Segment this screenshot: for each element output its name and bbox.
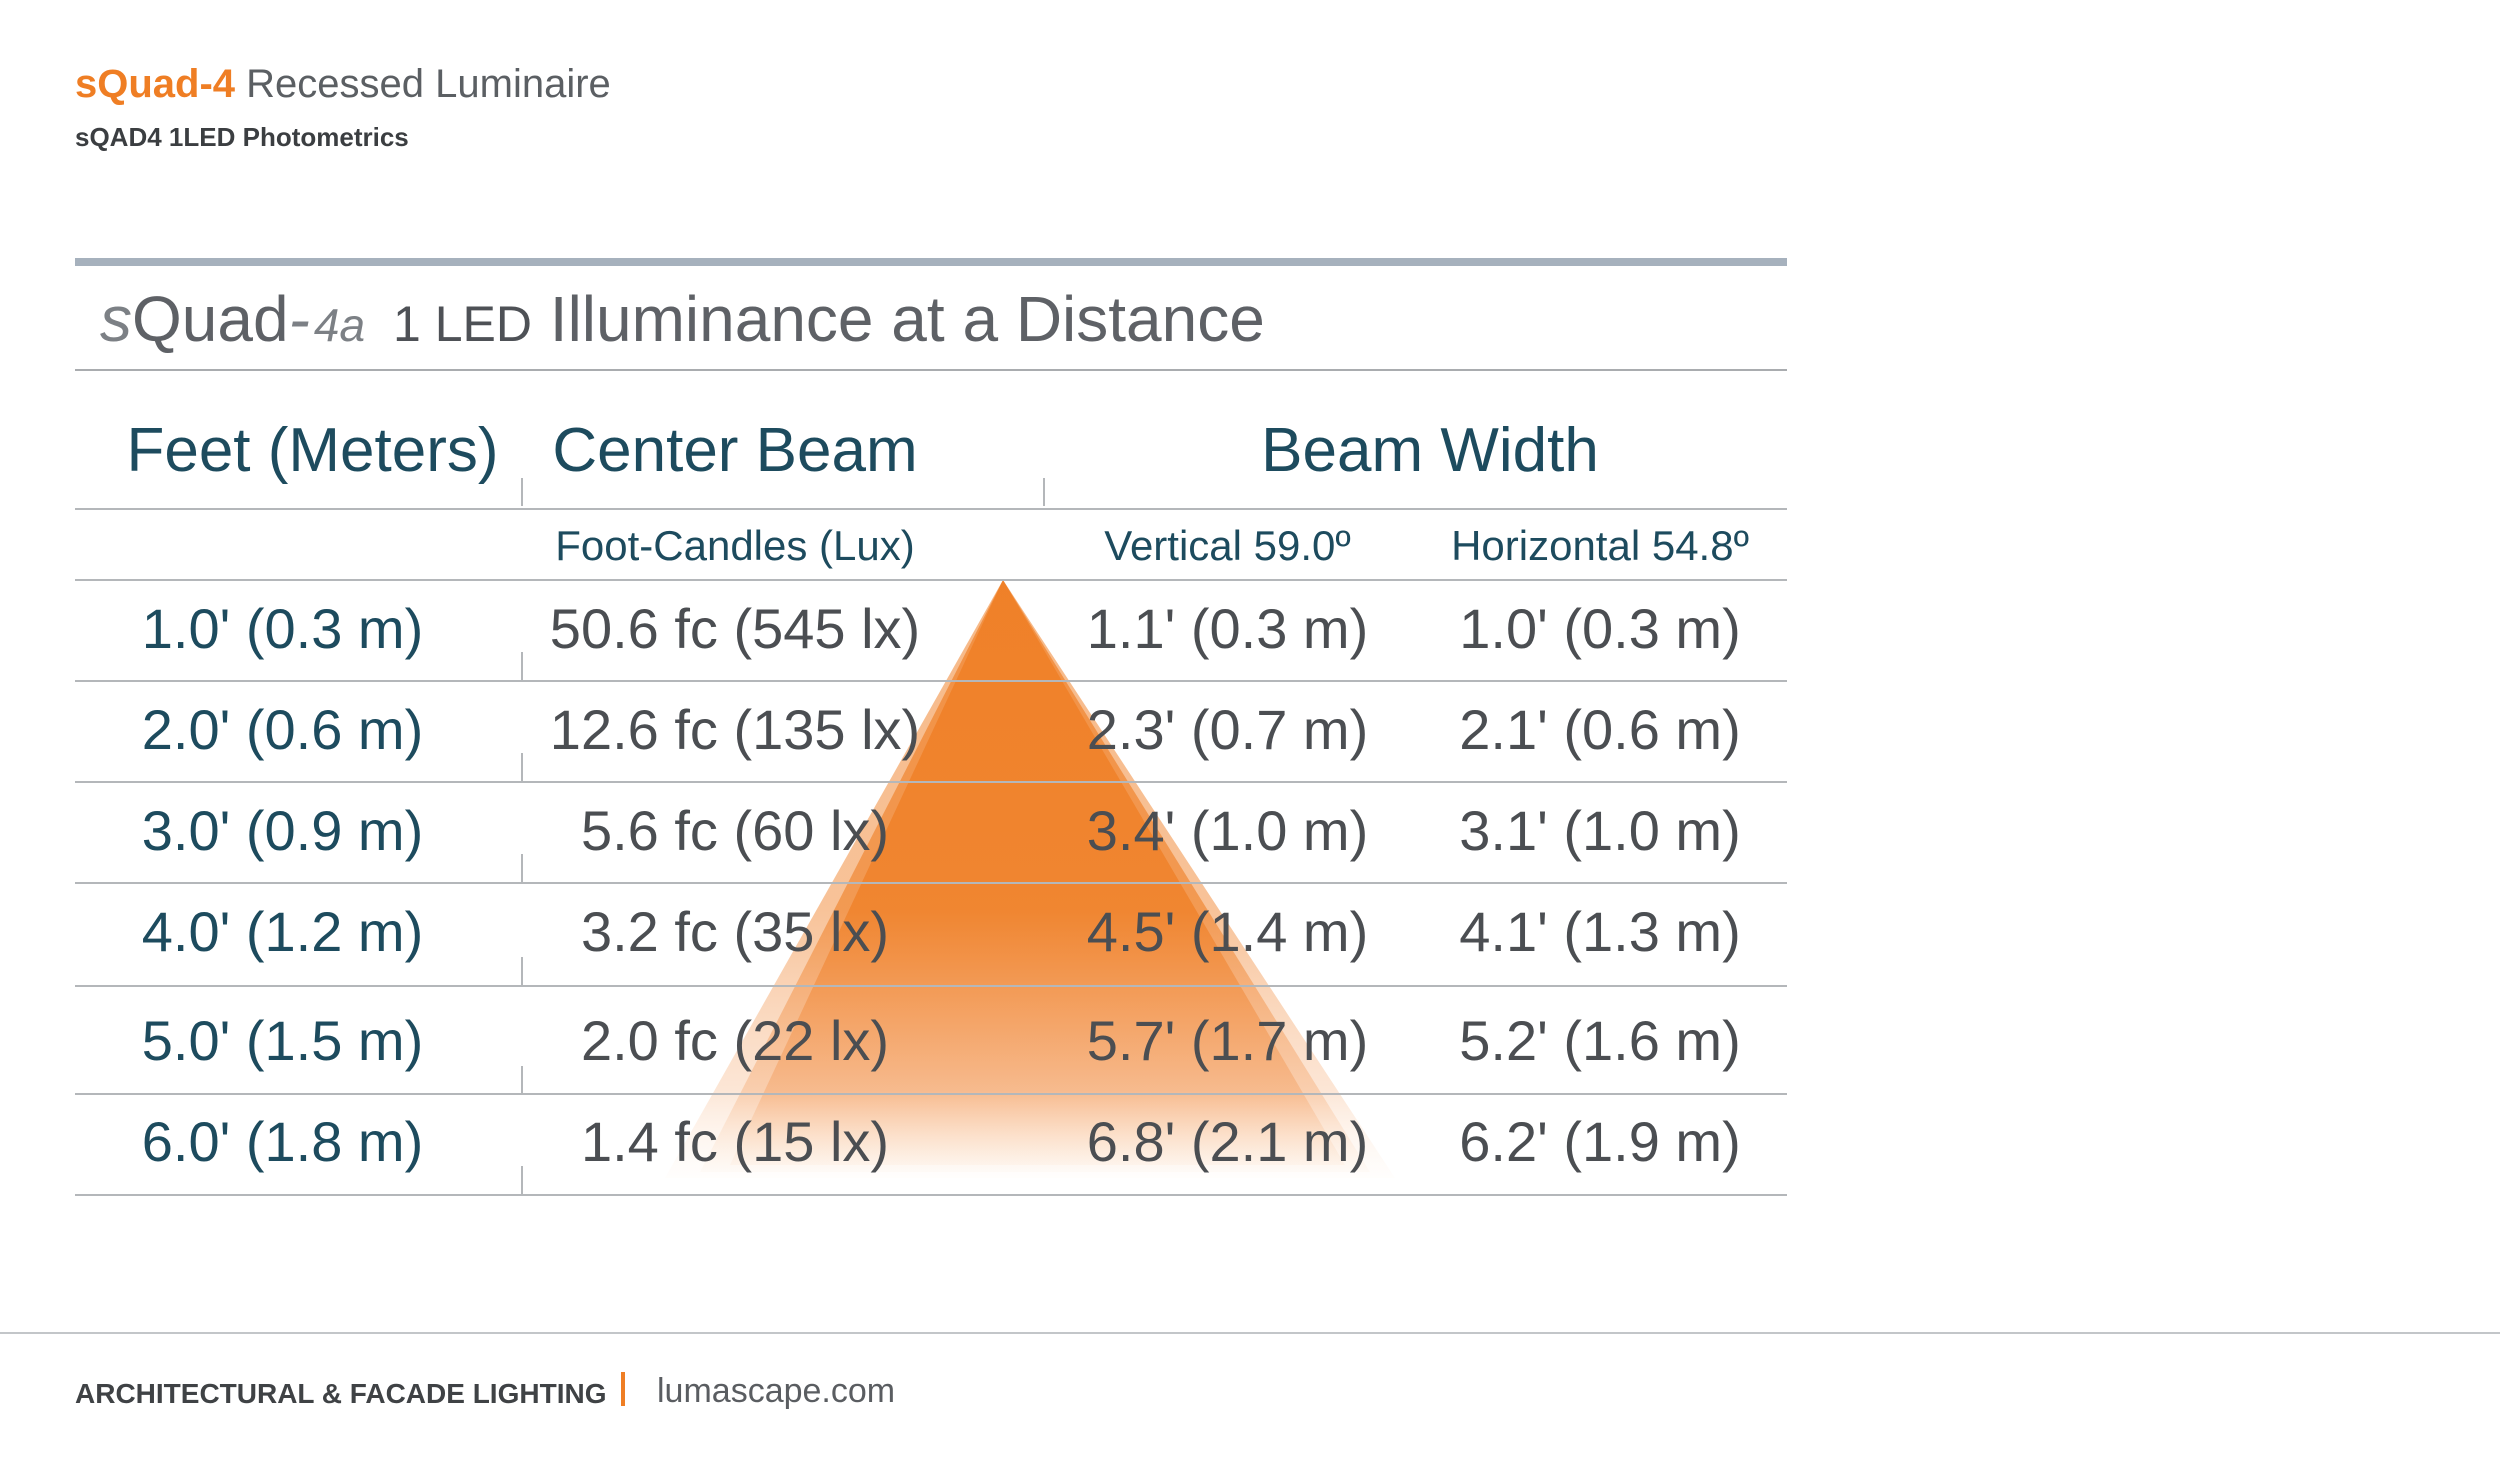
table-cell-horizontal: 1.0' (0.3 m) bbox=[1459, 597, 1741, 660]
footer-divider bbox=[0, 1332, 2500, 1334]
panel-title-prefix: s bbox=[100, 283, 132, 355]
table-cell-center: 50.6 fc (545 lx) bbox=[549, 597, 921, 660]
panel-title-dash: - bbox=[288, 283, 310, 355]
footer-separator bbox=[621, 1372, 625, 1406]
table-cell-horizontal: 2.1' (0.6 m) bbox=[1459, 698, 1741, 761]
table-bottom-rule bbox=[75, 1194, 1787, 1196]
table-cell-vertical: 6.8' (2.1 m) bbox=[1086, 1110, 1369, 1173]
table-cell-vertical: 4.5' (1.4 m) bbox=[1086, 900, 1369, 963]
beam-outer-cone bbox=[665, 580, 1395, 1178]
row-rule bbox=[75, 781, 1787, 783]
panel-title: sQuad-4a 1 LED Illuminance at a Distance bbox=[100, 282, 1265, 356]
row-divider-tick bbox=[521, 652, 523, 680]
table-cell-vertical: 2.3' (0.7 m) bbox=[1086, 698, 1369, 761]
subheader-vertical: Vertical 59.0º bbox=[1104, 522, 1351, 569]
header-beam-width: Beam Width bbox=[1261, 416, 1599, 485]
table-cell-horizontal: 6.2' (1.9 m) bbox=[1459, 1110, 1741, 1173]
header-center-beam: Center Beam bbox=[552, 416, 918, 485]
row-divider-tick bbox=[521, 753, 523, 781]
table-cell-distance: 4.0' (1.2 m) bbox=[141, 900, 424, 963]
footer-website-link[interactable]: lumascape.com bbox=[657, 1372, 896, 1410]
table-cell-center: 12.6 fc (135 lx) bbox=[549, 698, 921, 761]
table-cell-horizontal: 3.1' (1.0 m) bbox=[1459, 799, 1741, 862]
title-divider bbox=[75, 369, 1787, 371]
panel-title-model: 4a bbox=[313, 299, 366, 351]
beam-vertical-cone bbox=[700, 580, 1370, 1172]
subheader-center-units: Foot-Candles (Lux) bbox=[555, 522, 915, 569]
table-cell-vertical: 1.1' (0.3 m) bbox=[1086, 597, 1369, 660]
product-name: Recessed Luminaire bbox=[246, 62, 611, 106]
table-cell-distance: 1.0' (0.3 m) bbox=[141, 597, 424, 660]
table-cell-horizontal: 5.2' (1.6 m) bbox=[1459, 1009, 1741, 1072]
page-title: sQuad-4 Recessed Luminaire bbox=[75, 62, 611, 107]
row-divider-tick bbox=[521, 1166, 523, 1194]
row-rule bbox=[75, 882, 1787, 884]
panel-title-led: 1 LED bbox=[393, 296, 533, 352]
table-cell-center: 3.2 fc (35 lx) bbox=[580, 900, 890, 963]
table-cell-vertical: 5.7' (1.7 m) bbox=[1086, 1009, 1369, 1072]
brand-name: sQuad-4 bbox=[75, 62, 236, 106]
subheader-rule bbox=[75, 579, 1787, 581]
header-divider-1 bbox=[521, 478, 523, 506]
row-rule bbox=[75, 985, 1787, 987]
header-divider-2 bbox=[1043, 478, 1045, 506]
beam-horizontal-cone bbox=[730, 580, 1345, 1165]
table-cell-distance: 2.0' (0.6 m) bbox=[141, 698, 424, 761]
panel-title-text: Illuminance at a Distance bbox=[549, 283, 1265, 355]
header-distance: Feet (Meters) bbox=[126, 416, 499, 485]
table-cell-center: 5.6 fc (60 lx) bbox=[580, 799, 890, 862]
table-cell-distance: 3.0' (0.9 m) bbox=[141, 799, 424, 862]
header-rule bbox=[75, 508, 1787, 510]
row-divider-tick bbox=[521, 1066, 523, 1094]
table-cell-center: 2.0 fc (22 lx) bbox=[580, 1009, 890, 1072]
table-cell-vertical: 3.4' (1.0 m) bbox=[1086, 799, 1369, 862]
footer-tagline: ARCHITECTURAL & FACADE LIGHTING bbox=[75, 1378, 607, 1409]
row-divider-tick bbox=[521, 957, 523, 985]
row-rule bbox=[75, 1093, 1787, 1095]
subheader-horizontal: Horizontal 54.8º bbox=[1451, 522, 1749, 569]
panel-title-product: Quad bbox=[132, 283, 289, 355]
table-cell-distance: 5.0' (1.5 m) bbox=[141, 1009, 424, 1072]
table-cell-distance: 6.0' (1.8 m) bbox=[141, 1110, 424, 1173]
table-cell-center: 1.4 fc (15 lx) bbox=[580, 1110, 890, 1173]
row-rule bbox=[75, 680, 1787, 682]
row-divider-tick bbox=[521, 854, 523, 882]
page-subtitle: sQAD4 1LED Photometrics bbox=[75, 122, 409, 152]
table-cell-horizontal: 4.1' (1.3 m) bbox=[1459, 900, 1741, 963]
panel-top-rule bbox=[75, 258, 1787, 266]
